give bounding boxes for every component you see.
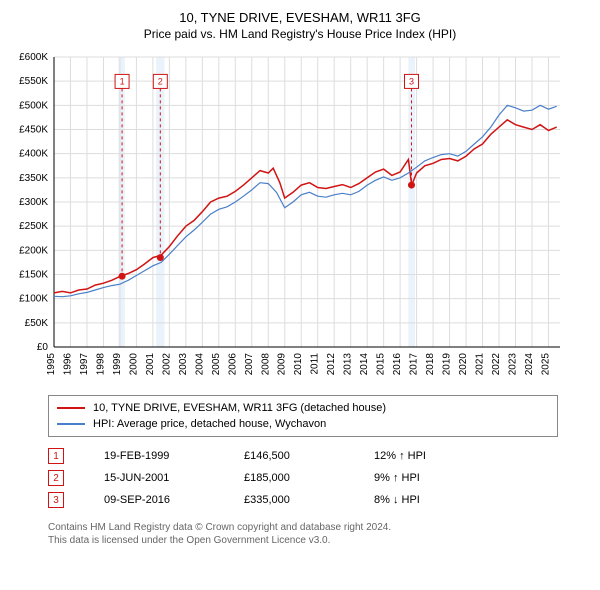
x-axis-label: 1997: [79, 353, 90, 376]
x-axis-label: 1998: [95, 353, 106, 376]
marker-dot: [408, 182, 415, 189]
x-axis-label: 2020: [458, 353, 469, 376]
marker-number: 3: [409, 76, 414, 86]
transaction-price: £335,000: [244, 494, 334, 506]
x-axis-label: 2023: [507, 353, 518, 376]
x-axis-label: 2018: [425, 353, 436, 376]
footer-line-2: This data is licensed under the Open Gov…: [48, 534, 592, 547]
x-axis-label: 2011: [310, 353, 321, 375]
x-axis-label: 2006: [227, 353, 238, 376]
transaction-badge: 1: [48, 448, 64, 464]
transaction-badge: 3: [48, 492, 64, 508]
x-axis-label: 1995: [46, 353, 57, 376]
x-axis-label: 2001: [145, 353, 156, 376]
transaction-date: 19-FEB-1999: [104, 450, 204, 462]
transactions-table: 1 19-FEB-1999 £146,500 12% ↑ HPI 2 15-JUN-200…: [48, 445, 592, 511]
x-axis-label: 2007: [244, 353, 255, 376]
marker-dot: [119, 273, 126, 280]
legend-swatch: [57, 407, 85, 409]
x-axis-label: 2017: [409, 353, 420, 376]
y-axis-label: £100K: [19, 294, 48, 305]
x-axis-label: 2000: [128, 353, 139, 376]
y-axis-label: £200K: [19, 245, 48, 256]
line-chart: £0 £50K £100K £150K £200K £250K £300K £350K £400…: [8, 49, 568, 389]
series-line: [54, 105, 557, 296]
x-axis-label: 2010: [293, 353, 304, 376]
y-axis-label: £350K: [19, 173, 48, 184]
x-axis-label: 2016: [392, 353, 403, 376]
marker-dot: [157, 254, 164, 261]
y-axis-label: £250K: [19, 221, 48, 232]
legend-row: HPI: Average price, detached house, Wych…: [57, 416, 549, 432]
x-axis-label: 2003: [178, 353, 189, 376]
transaction-delta: 9% ↑ HPI: [374, 472, 420, 484]
y-axis-label: £150K: [19, 270, 48, 281]
x-axis-label: 2015: [376, 353, 387, 376]
legend-swatch: [57, 423, 85, 425]
transaction-row: 3 09-SEP-2016 £335,000 8% ↓ HPI: [48, 489, 592, 511]
chart-title: 10, TYNE DRIVE, EVESHAM, WR11 3FG: [8, 10, 592, 25]
x-axis-label: 2002: [161, 353, 172, 376]
legend-label: 10, TYNE DRIVE, EVESHAM, WR11 3FG (detac…: [93, 402, 386, 414]
legend-row: 10, TYNE DRIVE, EVESHAM, WR11 3FG (detac…: [57, 400, 549, 416]
marker-number: 1: [120, 76, 125, 86]
x-axis-label: 2019: [442, 353, 453, 376]
y-axis-label: £500K: [19, 100, 48, 111]
x-axis-label: 1996: [62, 353, 73, 376]
x-axis-label: 2014: [359, 353, 370, 376]
marker-number: 2: [158, 76, 163, 86]
x-axis-label: 2013: [343, 353, 354, 376]
transaction-row: 1 19-FEB-1999 £146,500 12% ↑ HPI: [48, 445, 592, 467]
x-axis-label: 2024: [524, 353, 535, 376]
series-line: [54, 120, 557, 293]
transaction-delta: 12% ↑ HPI: [374, 450, 426, 462]
transaction-badge: 2: [48, 470, 64, 486]
chart-area: £0 £50K £100K £150K £200K £250K £300K £350K £400…: [8, 49, 592, 389]
transaction-row: 2 15-JUN-2001 £185,000 9% ↑ HPI: [48, 467, 592, 489]
y-axis-label: £550K: [19, 76, 48, 87]
footer-line-1: Contains HM Land Registry data © Crown c…: [48, 521, 592, 534]
chart-subtitle: Price paid vs. HM Land Registry's House …: [8, 27, 592, 41]
x-axis-label: 2025: [540, 353, 551, 376]
footer-attribution: Contains HM Land Registry data © Crown c…: [48, 521, 592, 547]
x-axis-label: 2004: [194, 353, 205, 376]
x-axis-label: 2005: [211, 353, 222, 376]
x-axis-label: 2012: [326, 353, 337, 376]
y-axis-label: £50K: [25, 318, 49, 329]
x-axis-label: 2022: [491, 353, 502, 376]
x-axis-label: 2009: [277, 353, 288, 376]
transaction-price: £146,500: [244, 450, 334, 462]
y-axis-label: £450K: [19, 125, 48, 136]
transaction-price: £185,000: [244, 472, 334, 484]
y-axis-label: £400K: [19, 149, 48, 160]
x-axis-label: 2021: [475, 353, 486, 376]
y-axis-label: £300K: [19, 197, 48, 208]
y-axis-label: £0: [37, 342, 49, 353]
legend-label: HPI: Average price, detached house, Wych…: [93, 418, 326, 430]
x-axis-label: 2008: [260, 353, 271, 376]
transaction-date: 09-SEP-2016: [104, 494, 204, 506]
transaction-delta: 8% ↓ HPI: [374, 494, 420, 506]
transaction-date: 15-JUN-2001: [104, 472, 204, 484]
y-axis-label: £600K: [19, 52, 48, 63]
legend: 10, TYNE DRIVE, EVESHAM, WR11 3FG (detac…: [48, 395, 558, 437]
x-axis-label: 1999: [112, 353, 123, 376]
